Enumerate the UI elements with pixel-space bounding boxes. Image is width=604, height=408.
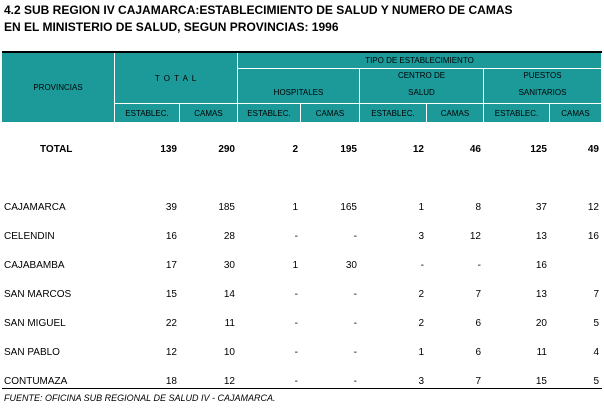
cell: 3: [418, 376, 424, 387]
header-text: SANITARIOS: [518, 88, 567, 97]
row-label: CAJAMARCA: [4, 202, 66, 213]
cell: -: [353, 289, 357, 300]
row-label: CONTUMAZA: [4, 376, 68, 387]
header-text: SALUD: [408, 88, 435, 97]
cell: 5: [593, 318, 599, 329]
header-group: CENTRO DE SALUD: [360, 69, 484, 104]
title-line: 4.2 SUB REGION IV CAJAMARCA:ESTABLECIMIE…: [4, 3, 513, 17]
cell: 13: [535, 231, 547, 242]
cell: 12: [412, 144, 424, 155]
cell: 125: [530, 144, 547, 155]
cell: 1: [418, 202, 424, 213]
cell: 5: [593, 376, 599, 387]
header-group: PUESTOS SANITARIOS: [484, 69, 602, 104]
row-label: SAN MIGUEL: [4, 318, 66, 329]
header-cell: ESTABLEC.: [360, 104, 427, 123]
cell: -: [353, 318, 357, 329]
cell: 11: [224, 318, 235, 329]
cell: 30: [223, 260, 235, 271]
cell: 22: [165, 318, 177, 329]
cell: 1: [292, 260, 298, 271]
cell: 20: [535, 318, 547, 329]
header-cell: CAMAS: [427, 104, 484, 123]
cell: -: [294, 376, 298, 387]
cell: 12: [165, 347, 177, 358]
cell: 12: [587, 202, 599, 213]
rule: [2, 51, 602, 53]
row-label: TOTAL: [40, 144, 73, 155]
cell: 7: [475, 376, 481, 387]
cell: 11: [536, 347, 547, 358]
header-cell: TIPO DE ESTABLECIMIENTO: [238, 53, 602, 69]
header-cell: ESTABLEC.: [115, 104, 180, 123]
cell: -: [477, 260, 481, 271]
header-text: CENTRO DE: [397, 71, 446, 80]
header-cell: T O T A L: [115, 53, 238, 104]
row-label: CAJABAMBA: [4, 260, 65, 271]
cell: 2: [292, 144, 298, 155]
cell: 16: [535, 260, 547, 271]
header-cell: PROVINCIAS: [2, 53, 115, 123]
cell: 15: [165, 289, 177, 300]
cell: -: [353, 376, 357, 387]
cell: -: [294, 318, 298, 329]
cell: 2: [418, 318, 424, 329]
header-cell: CAMAS: [550, 104, 602, 123]
header-text: HOSPITALES: [273, 88, 324, 97]
cell: 6: [475, 318, 481, 329]
cell: 46: [469, 144, 481, 155]
cell: 30: [345, 260, 357, 271]
cell: 165: [340, 202, 357, 213]
row-label: SAN PABLO: [4, 347, 60, 358]
cell: 16: [587, 231, 599, 242]
cell: 13: [535, 289, 547, 300]
cell: 195: [340, 144, 357, 155]
cell: 12: [469, 231, 481, 242]
title-line: EN EL MINISTERIO DE SALUD, SEGUN PROVINC…: [4, 20, 339, 34]
cell: 16: [165, 231, 177, 242]
cell: 37: [535, 202, 547, 213]
cell: 15: [535, 376, 547, 387]
cell: 1: [292, 202, 298, 213]
cell: 28: [223, 231, 235, 242]
cell: 17: [165, 260, 177, 271]
source: FUENTE: OFICINA SUB REGIONAL DE SALUD IV…: [4, 393, 276, 403]
cell: 290: [218, 144, 235, 155]
cell: 139: [160, 144, 177, 155]
header-group: HOSPITALES: [238, 69, 360, 104]
cell: 1: [418, 347, 424, 358]
header-cell: ESTABLEC.: [484, 104, 550, 123]
cell: -: [353, 347, 357, 358]
cell: 49: [587, 144, 599, 155]
cell: -: [294, 289, 298, 300]
cell: 185: [218, 202, 235, 213]
cell: -: [294, 231, 298, 242]
cell: 7: [593, 289, 599, 300]
cell: -: [353, 231, 357, 242]
header-cell: CAMAS: [180, 104, 238, 123]
cell: 10: [223, 347, 235, 358]
cell: 4: [593, 347, 599, 358]
cell: 3: [418, 231, 424, 242]
cell: 7: [475, 289, 481, 300]
cell: -: [294, 347, 298, 358]
cell: 12: [223, 376, 235, 387]
cell: 2: [418, 289, 424, 300]
rule: [2, 388, 602, 389]
cell: -: [420, 260, 424, 271]
row-label: SAN MARCOS: [4, 289, 72, 300]
cell: 8: [475, 202, 481, 213]
header-cell: ESTABLEC.: [238, 104, 301, 123]
cell: 14: [223, 289, 235, 300]
cell: 39: [165, 202, 177, 213]
header-cell: CAMAS: [301, 104, 360, 123]
cell: 6: [475, 347, 481, 358]
cell: 18: [165, 376, 177, 387]
header-text: PUESTOS: [523, 71, 562, 80]
row-label: CELENDIN: [4, 231, 55, 242]
